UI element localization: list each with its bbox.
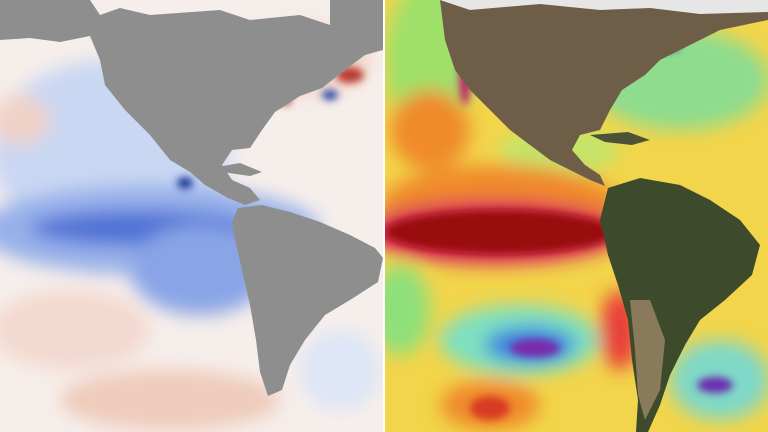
south-america [232,205,383,396]
caribbean [590,132,650,145]
snow-cover [385,0,768,14]
divider [383,0,385,432]
andes [630,300,665,420]
caribbean [200,163,262,176]
right-map [385,0,768,432]
left-map [0,0,383,432]
north-america [440,0,768,186]
north-america [0,0,383,205]
